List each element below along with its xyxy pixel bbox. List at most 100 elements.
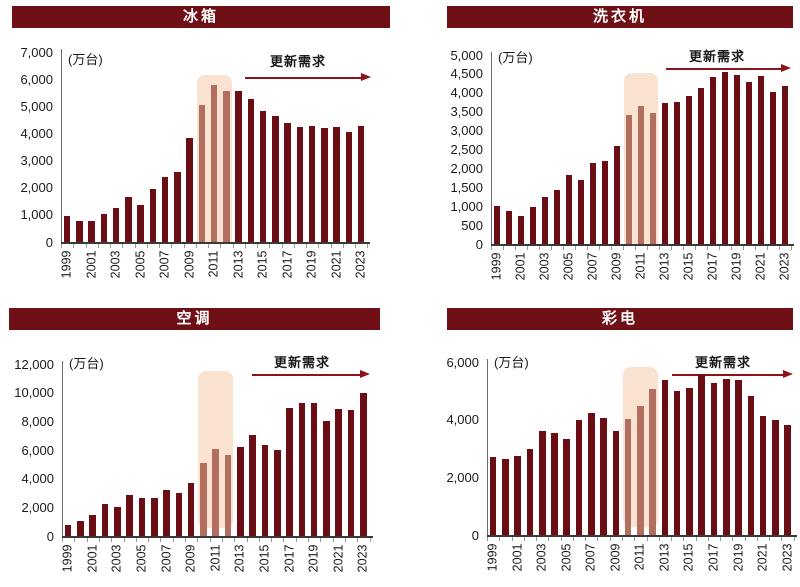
replacement-demand-label: 更新需求 [694,355,751,370]
x-tick-label-2009: 2009 [182,250,197,278]
x-axis-tick [683,537,685,541]
bar-2017 [709,76,717,244]
x-axis-tick [527,246,528,250]
chart-title-refrigerator: 冰箱 [12,6,390,28]
x-axis-tick [769,537,771,541]
bar-2010 [198,105,206,242]
arrow-right-icon [781,64,791,73]
x-axis-line [491,244,794,246]
x-tick-label-2007: 2007 [585,252,600,280]
bar-2010 [200,463,207,536]
y-axis-tick-label: 3,000 [450,123,483,139]
bar-2015 [686,387,693,535]
bar-2011 [637,106,645,244]
bar-1999 [493,206,501,244]
chart-title-color-tv: 彩电 [447,308,793,330]
x-axis-tick [720,537,722,541]
bar-2002 [529,207,537,244]
y-axis-tick-label: 12,000 [14,356,54,372]
x-tick-label-1999: 1999 [485,543,500,571]
x-axis-tick [221,538,223,542]
bar-2001 [89,514,97,536]
x-axis-tick [332,538,334,542]
bar-2007 [587,412,595,535]
x-tick-label-2023: 2023 [780,543,795,571]
bar-1999 [489,457,497,535]
bar-2007 [161,176,169,242]
bar-2011 [637,406,644,535]
bar-2014 [247,98,255,242]
bar-2011 [212,448,220,536]
x-axis-tick [536,537,538,541]
x-tick-label-2005: 2005 [134,544,149,572]
y-axis-line [491,52,492,244]
chart-panel-refrigerator: 冰箱 (万台) 更新需求 0 1,000 2,000 3,000 4,000 5,000 6… [0,0,400,295]
x-tick-label-2013: 2013 [231,250,246,278]
bar-2013 [661,103,669,244]
x-tick-label-2013: 2013 [657,543,672,571]
bar-2003 [541,197,549,244]
x-axis-tick [755,246,756,250]
y-axis-tick-label: 500 [461,217,483,233]
y-axis-tick-label: 1,000 [450,198,483,214]
x-axis-tick [367,244,369,248]
arrow-right-icon [361,73,371,82]
bar-2008 [175,493,183,536]
y-axis-tick-label: 0 [45,234,53,250]
x-axis-tick [122,244,124,248]
bar-2002 [100,214,108,242]
x-axis-tick [647,246,648,250]
x-axis-tick [635,246,636,250]
bar-2021 [333,127,340,242]
bar-2007 [589,163,597,244]
x-axis-tick [320,538,322,542]
x-axis-tick [135,538,137,542]
bar-2009 [613,145,621,244]
x-axis-tick [671,246,672,250]
y-axis-unit-label: (万台) [494,355,529,370]
x-tick-label-2009: 2009 [608,543,623,571]
x-tick-label-2021: 2021 [331,544,346,572]
bar-2003 [538,430,546,535]
chart-title-air-conditioner: 空调 [9,308,380,330]
x-tick-label-2007: 2007 [583,543,598,571]
x-axis-tick [208,244,209,248]
arrow-line [672,374,785,376]
arrow-line [666,68,783,70]
x-axis-tick [295,538,297,542]
x-axis-tick [234,538,236,542]
bar-2006 [577,180,585,244]
bar-2005 [138,497,146,536]
x-axis-tick [719,246,720,250]
x-axis-tick [148,538,150,542]
chart-panel-color-tv: 彩电 (万台) 更新需求 0 2,000 4,000 6,000 1999 2001 200… [400,295,800,587]
x-tick-label-2009: 2009 [609,252,624,280]
bar-2010 [625,115,633,244]
x-axis-tick [74,538,76,542]
bar-2019 [308,125,316,242]
y-axis-tick-label: 2,000 [446,469,479,485]
bar-2013 [661,380,669,535]
bar-1999 [63,216,71,242]
y-axis-tick-label: 3,500 [450,104,483,120]
bar-2001 [514,455,521,535]
x-axis-tick [767,246,768,250]
chart-title-washing-machine: 洗衣机 [447,6,793,28]
arrow-right-icon [783,370,793,379]
x-axis-tick [707,537,709,541]
replacement-demand-label: 更新需求 [688,49,745,64]
x-tick-label-2001: 2001 [513,252,528,280]
x-axis-tick [793,537,795,541]
bar-2002 [101,504,109,536]
x-axis-tick [744,537,746,541]
x-axis-tick [123,538,125,542]
x-axis-tick [732,537,734,541]
bar-2019 [310,402,318,536]
x-axis-tick [548,537,550,541]
x-axis-tick [609,537,611,541]
x-axis-tick [73,244,75,248]
x-axis-tick [523,537,525,541]
x-axis-tick [134,244,136,248]
x-axis-tick [623,246,624,250]
